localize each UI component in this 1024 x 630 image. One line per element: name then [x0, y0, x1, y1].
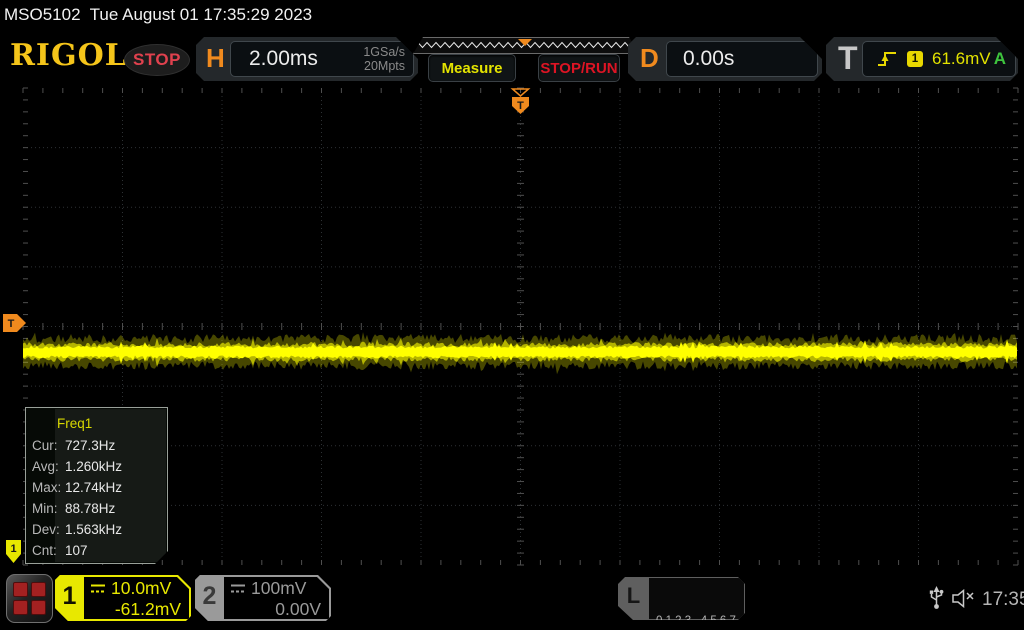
- preview-zigzag-icon: [414, 38, 636, 51]
- delay-box[interactable]: 0.00s: [666, 41, 818, 77]
- trigger-label: T: [838, 40, 858, 76]
- clock-time: 17:35: [982, 589, 1024, 610]
- menu-button[interactable]: [6, 574, 53, 623]
- channel-2-readout: 100mV 0.00V: [224, 577, 329, 619]
- channel-2-scale: 100mV: [251, 578, 307, 598]
- usb-icon: [929, 586, 944, 609]
- waveform-preview-strip[interactable]: [413, 37, 639, 54]
- logic-analyzer-label: L: [626, 583, 641, 608]
- sample-rate: 1GSa/s: [363, 45, 405, 59]
- delay-panel[interactable]: D 0.00s: [628, 37, 822, 81]
- measure-button[interactable]: Measure: [428, 54, 516, 82]
- trigger-level-value: 61.6mV: [932, 49, 991, 68]
- channel-1-scale: 10.0mV: [111, 578, 172, 598]
- measurement-row-dev: Dev: 1.563kHz: [32, 522, 123, 537]
- rising-edge-trigger-icon: [877, 50, 897, 68]
- measurement-title: Freq1: [57, 416, 93, 431]
- trigger-position-marker[interactable]: [512, 97, 529, 114]
- channel-1-offset: -61.2mV: [114, 599, 181, 619]
- timebase-value: 2.00ms: [249, 47, 318, 70]
- horizontal-panel[interactable]: H 2.00ms 1GSa/s 20Mpts: [196, 37, 418, 81]
- digital-channels-readout: 0 1 2 3 4 5 6 7 8 9 10 11 12 13 14 15: [649, 578, 744, 619]
- delay-value: 0.00s: [683, 47, 735, 70]
- dc-coupling-icon: [230, 583, 246, 594]
- beeper-muted-icon: [952, 589, 974, 608]
- acquisition-status-badge: STOP: [124, 44, 190, 76]
- measurement-panel[interactable]: Freq1 Cur: 727.3Hz Avg: 1.260kHz Max: 12…: [25, 407, 168, 564]
- svg-text:1: 1: [10, 543, 16, 555]
- channel-1-box[interactable]: 1 10.0mV -61.2mV: [55, 575, 191, 621]
- channel-2-box[interactable]: 2 100mV 0.00V: [195, 575, 331, 621]
- trigger-position-outline: [510, 88, 531, 97]
- trigger-level-marker[interactable]: [3, 314, 26, 332]
- measurement-row-cnt: Cnt: 107: [32, 543, 88, 558]
- logic-analyzer-box[interactable]: L 0 1 2 3 4 5 6 7 8 9 10 11 12 13 14 15: [618, 577, 745, 620]
- channel-1-position-marker[interactable]: [6, 540, 21, 563]
- acquisition-info: 1GSa/s 20Mpts: [363, 45, 405, 73]
- trigger-sweep-mode: A: [993, 49, 1006, 68]
- trigger-box[interactable]: 1 61.6mV A: [862, 41, 1016, 77]
- measurement-row-min: Min: 88.78Hz: [32, 501, 116, 516]
- measurement-row-avg: Avg: 1.260kHz: [32, 459, 123, 474]
- measurement-value-column: [55, 409, 166, 562]
- delay-label: D: [640, 43, 659, 73]
- stop-run-button[interactable]: STOP/RUN: [538, 54, 620, 82]
- trigger-panel[interactable]: T 1 61.6mV A: [826, 37, 1018, 81]
- model-and-datetime: MSO5102 Tue August 01 17:35:29 2023: [4, 5, 313, 24]
- channel-1-waveform: [23, 339, 1017, 364]
- dc-coupling-icon: [90, 583, 106, 594]
- trigger-source-badge: 1: [907, 51, 923, 67]
- timebase-box[interactable]: 2.00ms 1GSa/s 20Mpts: [230, 41, 414, 77]
- svg-text:T: T: [8, 318, 15, 330]
- channel-2-number: 2: [202, 582, 217, 610]
- memory-depth: 20Mpts: [364, 59, 405, 73]
- menu-grid-icon: [13, 582, 46, 615]
- measurement-row-cur: Cur: 727.3Hz: [32, 438, 116, 453]
- rigol-logo: RIGOL: [10, 38, 127, 73]
- channel-2-offset: 0.00V: [275, 599, 321, 619]
- measurement-row-max: Max: 12.74kHz: [32, 480, 123, 495]
- channel-1-number: 1: [62, 582, 77, 610]
- svg-text:T: T: [517, 100, 524, 112]
- channel-1-readout: 10.0mV -61.2mV: [84, 577, 189, 619]
- horizontal-label: H: [206, 43, 225, 73]
